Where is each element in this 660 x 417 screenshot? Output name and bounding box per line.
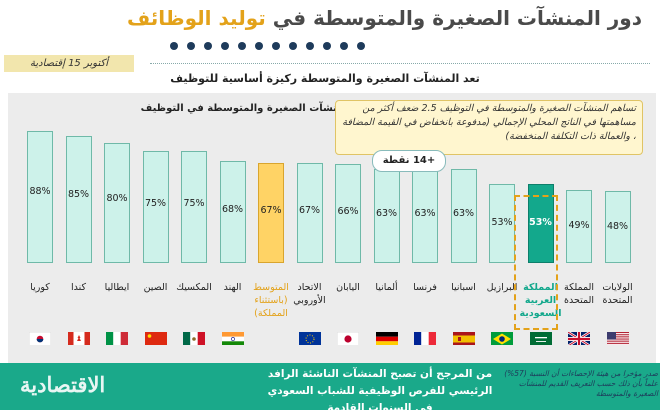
title-part-1: دور المنشآت الصغيرة والمتوسطة في	[273, 6, 642, 30]
footer-source-note: صدر مؤخرا من هيئة الإحصاءات أن النسبة (5…	[500, 369, 658, 399]
uk-flag-icon	[568, 331, 590, 345]
value-label-4: 75%	[174, 198, 214, 209]
value-label-7: 67%	[290, 205, 330, 216]
annotation-note: تساهم المنشآت الصغيرة والمتوسطة في التوظ…	[335, 100, 643, 155]
spain-flag-icon	[453, 331, 475, 345]
page-title: دور المنشآت الصغيرة والمتوسطة في توليد ا…	[127, 6, 642, 30]
value-label-0: 88%	[20, 186, 60, 197]
canada-flag-icon	[68, 331, 90, 345]
category-label-15: الولايات المتحدة	[595, 281, 641, 307]
value-label-11: 63%	[444, 208, 484, 219]
footer-conclusion: من المرجح أن تصبح المنشآت الناشئة الرافد…	[265, 366, 495, 417]
value-label-8: 66%	[328, 206, 368, 217]
germany-flag-icon	[376, 331, 398, 345]
value-label-9: 63%	[367, 208, 407, 219]
decorative-dots	[170, 42, 365, 50]
chart-subtitle: تعد المنشآت الصغيرة والمتوسطة ركيزة أساس…	[150, 72, 500, 85]
mexico-flag-icon	[183, 331, 205, 345]
value-label-3: 75%	[136, 198, 176, 209]
saudi-highlight-box	[514, 195, 558, 330]
us-flag-icon	[607, 331, 629, 345]
china-flag-icon	[145, 331, 167, 345]
title-part-2: توليد الوظائف	[127, 6, 266, 30]
divider	[150, 63, 650, 64]
eu-flag-icon	[299, 331, 321, 345]
value-label-14: 49%	[559, 220, 599, 231]
saudi-flag-icon	[530, 331, 552, 345]
difference-callout: +14 نقطة	[372, 150, 446, 172]
value-label-15: 48%	[598, 221, 638, 232]
date-tag: أكتوبر 15 إقتصادية	[4, 55, 134, 72]
italy-flag-icon	[106, 331, 128, 345]
india-flag-icon	[222, 331, 244, 345]
value-label-5: 68%	[213, 204, 253, 215]
brazil-flag-icon	[491, 331, 513, 345]
value-label-1: 85%	[59, 189, 99, 200]
korea-flag-icon	[29, 331, 51, 345]
france-flag-icon	[414, 331, 436, 345]
publisher-logo: الاقتصادية	[20, 372, 105, 397]
value-label-6: 67%	[251, 205, 291, 216]
value-label-10: 63%	[405, 208, 445, 219]
value-label-2: 80%	[97, 193, 137, 204]
japan-flag-icon	[337, 331, 359, 345]
